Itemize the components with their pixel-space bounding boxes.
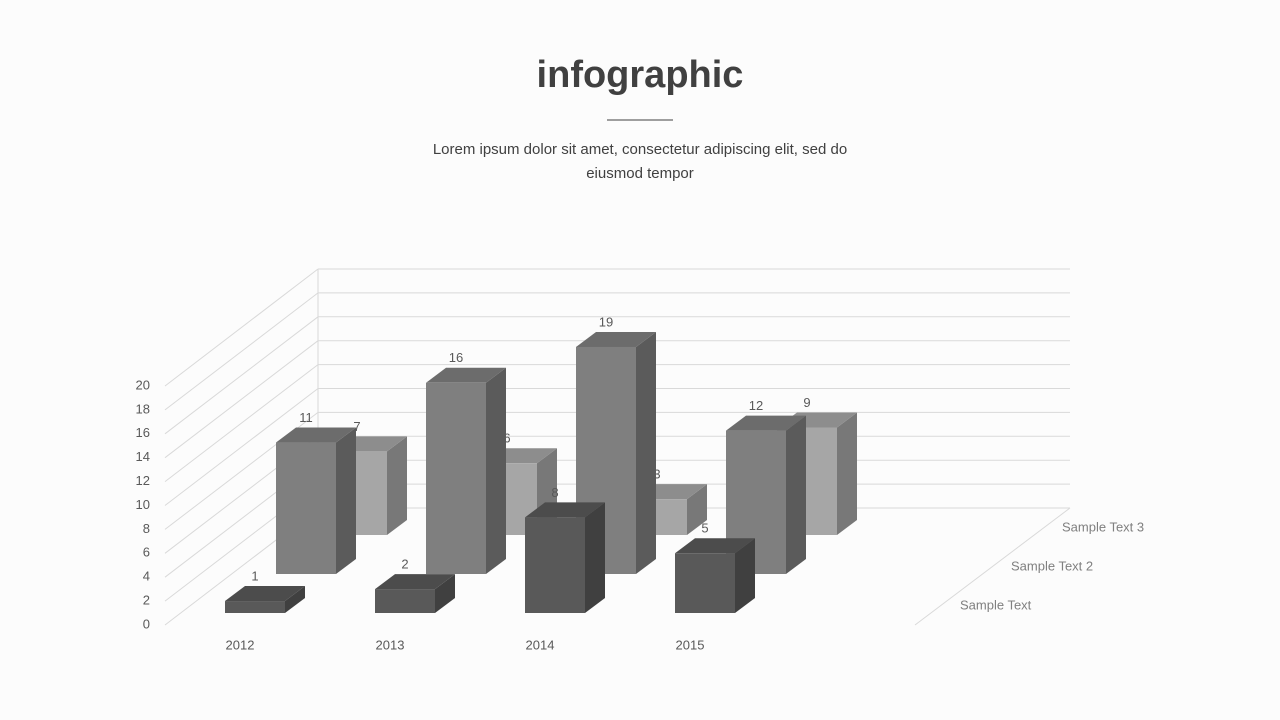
bar-top — [276, 427, 356, 443]
y-tick-label: 6 — [143, 545, 150, 560]
y-tick-label: 4 — [143, 569, 150, 584]
y-tick-label: 10 — [136, 497, 150, 512]
data-label: 3 — [653, 467, 660, 482]
bar — [225, 601, 285, 613]
subtitle-box: Lorem ipsum dolor sit amet, consectetur … — [432, 141, 848, 182]
bar — [675, 553, 735, 613]
bar-side — [687, 484, 707, 535]
y-tick-label: 18 — [136, 401, 150, 416]
bar — [375, 589, 435, 613]
data-label: 9 — [803, 395, 810, 410]
grid-line — [164, 292, 319, 411]
bar-side — [735, 538, 755, 613]
bar-side — [837, 412, 857, 535]
grid-line — [164, 388, 319, 506]
bar-top — [225, 586, 305, 602]
y-tick-label: 8 — [143, 521, 150, 536]
bar — [426, 382, 486, 574]
bar-side — [786, 415, 806, 574]
bar-side — [435, 574, 455, 613]
data-label: 8 — [551, 485, 558, 500]
data-label: 19 — [599, 314, 613, 329]
bar-side — [486, 367, 506, 574]
data-label: 5 — [701, 521, 708, 536]
y-tick-label: 12 — [136, 473, 150, 488]
x-tick-label: 2015 — [676, 637, 705, 652]
bar-top — [426, 367, 506, 383]
grid-line — [164, 340, 319, 459]
bar-side — [387, 436, 407, 535]
depth-label: Sample Text 2 — [1011, 558, 1093, 573]
bar-top — [576, 331, 656, 347]
depth-label: Sample Text — [960, 597, 1032, 612]
grid-line — [164, 268, 319, 387]
bar-top — [726, 415, 806, 431]
x-tick-label: 2012 — [226, 637, 255, 652]
bar-side — [285, 586, 305, 613]
data-label: 11 — [299, 410, 313, 425]
y-tick-label: 16 — [136, 425, 150, 440]
data-label: 6 — [503, 431, 510, 446]
y-tick-label: 2 — [143, 593, 150, 608]
bar-top — [525, 502, 605, 518]
bar-side — [636, 331, 656, 574]
bar — [525, 517, 585, 613]
y-tick-label: 20 — [136, 377, 150, 392]
depth-label: Sample Text 3 — [1062, 519, 1144, 534]
x-tick-label: 2013 — [376, 637, 405, 652]
y-tick-label: 14 — [136, 449, 150, 464]
bar-top — [375, 574, 455, 590]
bar-top — [675, 538, 755, 554]
data-label: 1 — [251, 568, 258, 583]
bar — [276, 442, 336, 574]
data-label: 12 — [749, 398, 763, 413]
bar-side — [336, 427, 356, 574]
data-label: 16 — [449, 350, 463, 365]
data-label: 2 — [401, 557, 408, 572]
data-label: 7 — [353, 419, 360, 434]
chart-title: infographic — [537, 54, 744, 96]
grid-line — [164, 364, 319, 482]
x-tick-label: 2014 — [526, 637, 555, 652]
bar-side — [585, 502, 605, 613]
grid-line — [164, 316, 319, 435]
floor-edge — [914, 507, 1071, 626]
y-tick-label: 0 — [143, 616, 150, 631]
chart-subtitle: Lorem ipsum dolor sit amet, consectetur … — [432, 141, 848, 182]
